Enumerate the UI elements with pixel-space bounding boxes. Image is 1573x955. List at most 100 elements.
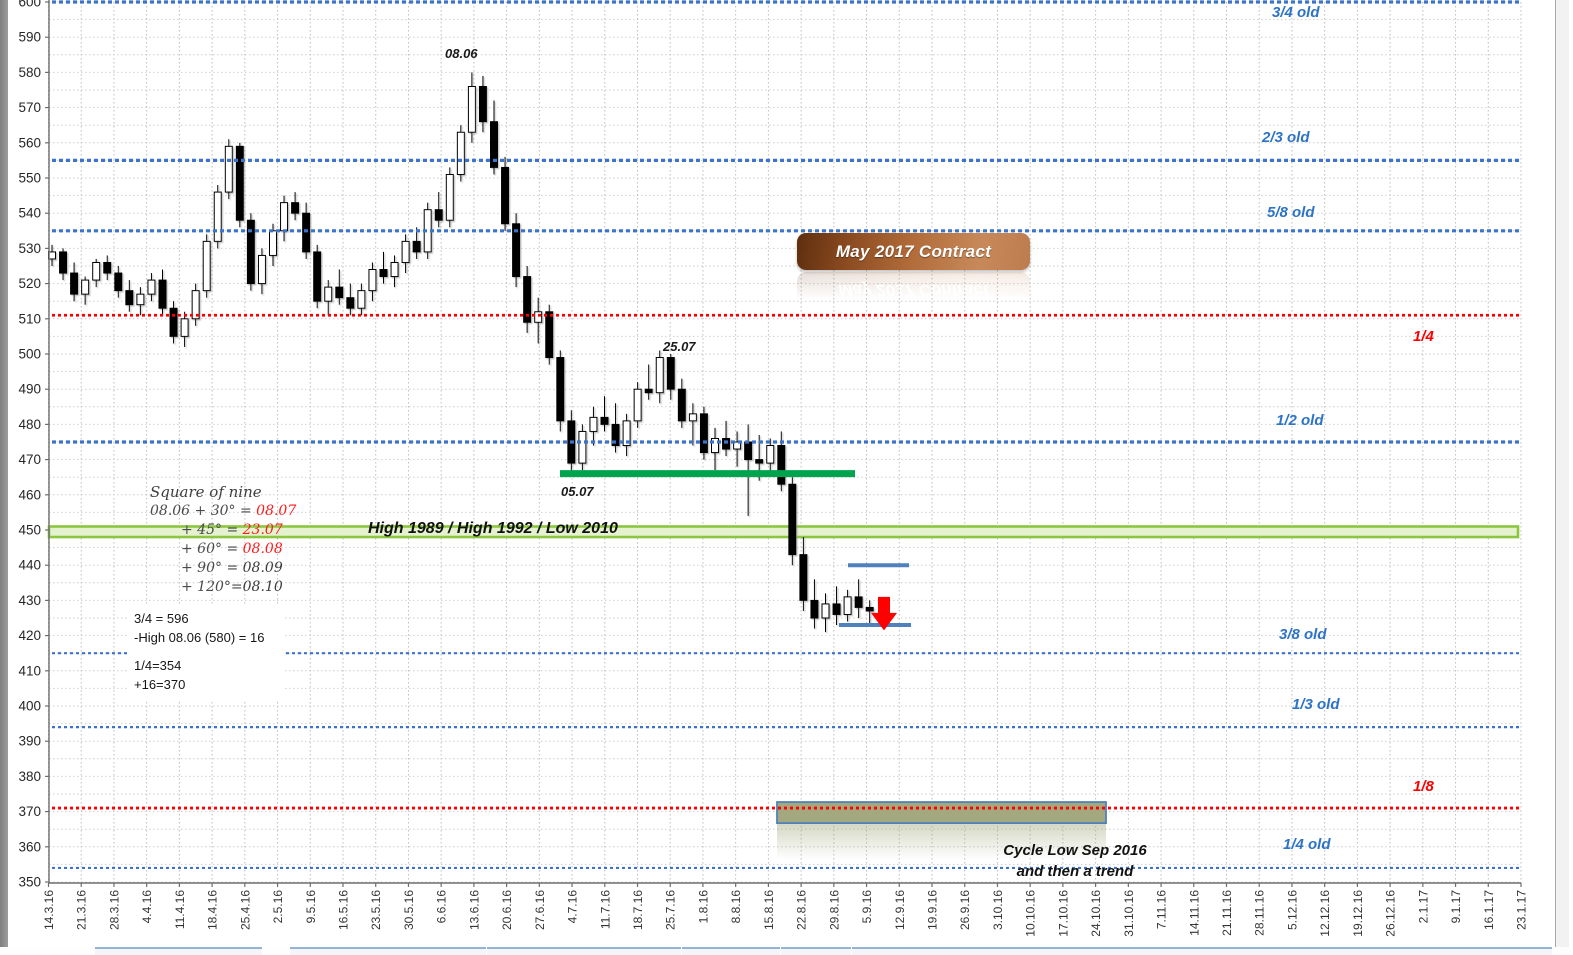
x-axis-tick-label: 30.5.16 bbox=[402, 890, 416, 930]
bottom-cell-edge bbox=[487, 947, 681, 955]
x-axis-tick-label: 11.4.16 bbox=[173, 890, 187, 929]
x-axis-tick-label: 9.5.16 bbox=[304, 890, 318, 924]
x-axis-tick-label: 14.11.16 bbox=[1187, 890, 1201, 936]
level-label-1-8: 1/8 bbox=[1413, 778, 1434, 795]
x-axis-tick-label: 10.10.16 bbox=[1024, 890, 1038, 937]
calc-line: +16=370 bbox=[134, 677, 186, 692]
y-axis-tick-label: 450 bbox=[18, 523, 41, 538]
x-axis-tick-label: 21.3.16 bbox=[75, 890, 89, 930]
y-axis-tick-label: 430 bbox=[18, 593, 41, 608]
calc-line: 1/4=354 bbox=[134, 658, 182, 673]
y-axis-tick-label: 520 bbox=[18, 276, 41, 291]
y-axis-tick-label: 380 bbox=[18, 769, 41, 784]
level-label-3-8-old: 3/8 old bbox=[1279, 626, 1327, 643]
target-price-box bbox=[776, 801, 1107, 861]
square-of-nine-title: Square of nine bbox=[150, 483, 262, 501]
x-axis-tick-label: 12.12.16 bbox=[1318, 890, 1332, 937]
x-axis-tick-label: 4.4.16 bbox=[140, 890, 154, 924]
y-axis-tick-label: 570 bbox=[18, 100, 41, 115]
y-axis-tick-label: 480 bbox=[18, 417, 41, 432]
bottom-cell-edge bbox=[682, 947, 780, 955]
contract-button-label: May 2017 Contract bbox=[835, 241, 992, 261]
axes: 600 590 580 570 560 550 540 530 520 510 500 490 480 4… bbox=[18, 0, 1529, 937]
x-axis-tick-label: 13.6.16 bbox=[467, 890, 481, 930]
square-of-nine-row: + 45° = 23.07 bbox=[181, 522, 283, 538]
x-axis-tick-label: 17.10.16 bbox=[1056, 890, 1070, 937]
x-axis-tick-label: 28.11.16 bbox=[1253, 890, 1267, 936]
y-axis-tick-label: 510 bbox=[18, 311, 41, 326]
x-axis-tick-label: 19.12.16 bbox=[1351, 890, 1365, 937]
x-axis-tick-label: 5.9.16 bbox=[860, 890, 874, 924]
y-axis-tick-label: 360 bbox=[18, 839, 41, 854]
x-axis-tick-label: 29.8.16 bbox=[827, 890, 841, 930]
x-axis-tick-label: 26.9.16 bbox=[958, 890, 972, 930]
y-axis-tick-label: 490 bbox=[18, 382, 41, 397]
annotation-bounce-date: 25.07 bbox=[663, 339, 696, 354]
x-axis-tick-label: 7.11.16 bbox=[1155, 890, 1169, 929]
x-axis-tick-label: 28.3.16 bbox=[107, 890, 121, 930]
y-axis-tick-label: 410 bbox=[18, 663, 41, 678]
x-axis-tick-label: 18.7.16 bbox=[631, 890, 645, 930]
level-label-1-4: 1/4 bbox=[1413, 328, 1434, 345]
x-axis-tick-label: 9.1.17 bbox=[1449, 890, 1463, 924]
y-axis-tick-label: 420 bbox=[18, 628, 41, 643]
may-2017-contract-button[interactable]: May 2017 Contract bbox=[797, 233, 1030, 270]
square-of-nine-row: + 90° = 08.09 bbox=[181, 560, 283, 576]
y-axis-tick-label: 580 bbox=[18, 65, 41, 80]
x-axis-tick-label: 19.9.16 bbox=[926, 890, 940, 930]
x-axis-tick-label: 31.10.16 bbox=[1122, 890, 1136, 937]
y-axis-tick-label: 440 bbox=[18, 558, 41, 573]
x-axis-tick-label: 24.10.16 bbox=[1089, 890, 1103, 937]
x-axis-tick-label: 23.5.16 bbox=[369, 890, 383, 930]
x-axis-tick-label: 16.5.16 bbox=[337, 890, 351, 930]
y-axis-tick-label: 460 bbox=[18, 487, 41, 502]
bottom-cell-edge bbox=[290, 947, 486, 955]
x-axis-tick-label: 2.5.16 bbox=[271, 890, 285, 924]
calculation-note-box: 3/4 = 596 -High 08.06 (580) = 16 1/4=354… bbox=[127, 605, 285, 702]
green-band-label: High 1989 / High 1992 / Low 2010 bbox=[368, 520, 618, 537]
cycle-low-note: Cycle Low Sep 2016 and then a trend bbox=[960, 840, 1190, 882]
x-axis-tick-label: 16.1.17 bbox=[1482, 890, 1496, 930]
annotation-peak-date: 08.06 bbox=[445, 46, 478, 61]
level-lines bbox=[52, 0, 1520, 870]
y-axis-tick-label: 350 bbox=[18, 875, 41, 890]
y-axis-tick-label: 500 bbox=[18, 347, 41, 362]
bottom-cell-edge bbox=[781, 947, 851, 955]
red-down-arrow bbox=[871, 596, 897, 631]
x-axis-tick-label: 8.8.16 bbox=[729, 890, 743, 924]
x-axis-tick-label: 23.1.17 bbox=[1515, 890, 1529, 930]
x-axis-tick-label: 14.3.16 bbox=[42, 890, 56, 930]
square-of-nine-row: 08.06 + 30° = 08.07 bbox=[150, 503, 297, 519]
x-axis-tick-label: 22.8.16 bbox=[795, 890, 809, 930]
y-axis-tick-label: 600 bbox=[18, 0, 41, 10]
x-axis-tick-label: 15.8.16 bbox=[762, 890, 776, 930]
level-label-3-4-old: 3/4 old bbox=[1272, 4, 1320, 21]
level-label-5-8-old: 5/8 old bbox=[1267, 204, 1315, 221]
x-axis-tick-label: 4.7.16 bbox=[566, 890, 580, 924]
calc-line: -High 08.06 (580) = 16 bbox=[134, 630, 265, 645]
calc-line: 3/4 = 596 bbox=[134, 611, 189, 626]
y-axis-tick-label: 550 bbox=[18, 171, 41, 186]
x-axis-tick-label: 25.7.16 bbox=[664, 890, 678, 930]
x-axis-tick-label: 18.4.16 bbox=[206, 890, 220, 930]
y-axis-tick-label: 400 bbox=[18, 699, 41, 714]
x-axis-tick-label: 21.11.16 bbox=[1220, 890, 1234, 936]
cycle-note-line2: and then a trend bbox=[1016, 863, 1134, 880]
x-axis-tick-label: 11.7.16 bbox=[598, 890, 612, 929]
x-axis-tick-label: 1.8.16 bbox=[696, 890, 710, 924]
vertical-scrollbar[interactable] bbox=[1555, 0, 1569, 955]
bottom-cell-edge bbox=[95, 947, 262, 955]
bottom-edge-strip[interactable] bbox=[0, 947, 1573, 955]
square-of-nine-row: + 60° = 08.08 bbox=[181, 541, 283, 557]
y-axis-tick-label: 590 bbox=[18, 30, 41, 45]
contract-button-reflection: May 2017 Contract bbox=[797, 272, 1030, 309]
square-of-nine-block: Square of nine 08.06 + 30° = 08.07 + 45°… bbox=[150, 483, 296, 597]
x-axis-tick-label: 20.6.16 bbox=[500, 890, 514, 930]
x-axis-tick-label: 3.10.16 bbox=[991, 890, 1005, 930]
x-axis-tick-label: 6.6.16 bbox=[435, 890, 449, 924]
level-label-2-3-old: 2/3 old bbox=[1262, 129, 1310, 146]
x-axis-tick-label: 26.12.16 bbox=[1384, 890, 1398, 937]
y-axis-tick-label: 470 bbox=[18, 452, 41, 467]
cycle-note-line1: Cycle Low Sep 2016 bbox=[1003, 842, 1147, 859]
